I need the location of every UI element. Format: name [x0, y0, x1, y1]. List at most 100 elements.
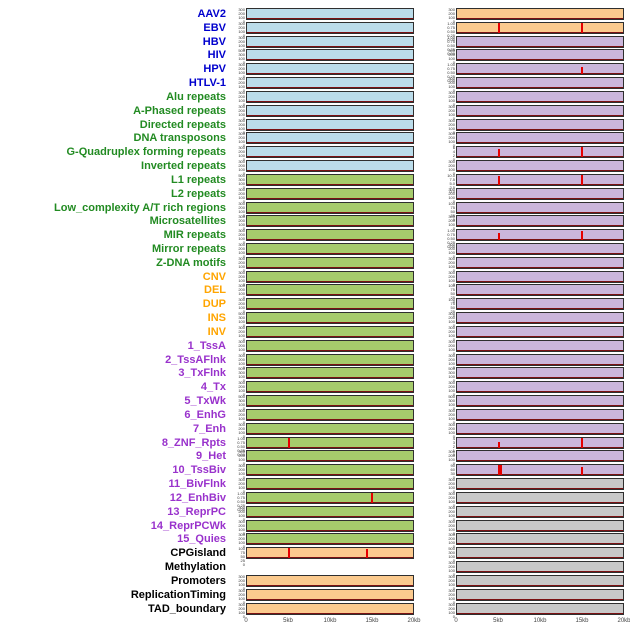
- y-tick-label: 1.00: [447, 62, 455, 68]
- y-tick-label: 25: [450, 309, 455, 315]
- y-tick-label: 0.50: [447, 70, 455, 76]
- y-tick-label: 0.75: [447, 66, 455, 72]
- track-label: Mirror repeats: [152, 242, 226, 255]
- y-tick-label: 0: [452, 143, 455, 149]
- track-panel-right: [456, 533, 624, 546]
- x-tick-label: 10kb: [323, 618, 337, 624]
- y-tick-label: 200: [238, 80, 245, 86]
- left-panel-group: 300 200 100 0: [230, 588, 414, 604]
- track-panel-right: [456, 602, 624, 615]
- y-tick-label: 200: [238, 218, 245, 224]
- track-label: HBV: [202, 35, 226, 48]
- y-tick-label: 3: [452, 439, 455, 445]
- y-tick-label: 0: [242, 32, 245, 38]
- right-panel-group: 300 200 100 0: [440, 450, 624, 466]
- y-tick-label: 100: [448, 402, 455, 408]
- y-tick-label: 0: [452, 406, 455, 412]
- y-tick-label: 0: [452, 378, 455, 384]
- y-tick-label: 0.50: [237, 498, 245, 504]
- track-label: 8_ZNF_Rpts: [161, 436, 226, 449]
- track-label: Inverted repeats: [141, 160, 226, 173]
- track-panel-right: [456, 77, 624, 90]
- y-tick-label: 300: [448, 587, 455, 593]
- track-label: Methylation: [164, 561, 226, 574]
- y-tick-label: 0.25: [237, 502, 245, 508]
- x-tick-label: 0: [454, 618, 458, 624]
- y-tick-label: 200: [238, 66, 245, 72]
- track-label: 10_TssBiv: [172, 464, 226, 477]
- track-panel-right: [456, 229, 624, 242]
- y-tick-label: 0: [242, 516, 245, 522]
- y-tick-label: 0.25: [237, 447, 245, 453]
- y-axis-ticks: 300 200 100 0: [230, 201, 246, 217]
- y-tick-label: 100: [238, 208, 245, 214]
- track-label: 14_ReprPCWk: [150, 519, 226, 532]
- y-tick-label: 200: [238, 135, 245, 141]
- y-tick-label: 200: [238, 232, 245, 238]
- y-tick-label: 200: [448, 508, 455, 514]
- y-tick-label: 0: [452, 216, 455, 222]
- y-tick-label: 0: [242, 129, 245, 135]
- y-tick-label: 0: [242, 419, 245, 425]
- track-row: 3_TxFlnk 500 300 100 0 500 300 100 0: [0, 367, 630, 384]
- y-tick-label: 300: [448, 159, 455, 165]
- y-axis-ticks: 300 200 100 0: [230, 464, 246, 480]
- track-row: HBV 300 200 100 0 1.00 0.75 0.50 0.25 0.00: [0, 35, 630, 55]
- y-axis-ticks: 300 200 100 0: [230, 242, 246, 258]
- track-panel-left: [246, 574, 414, 587]
- y-axis-ticks: 300 200 100 0: [230, 519, 246, 535]
- track-panel-left: [246, 519, 414, 532]
- left-panel-group: 300 200 100 0: [230, 118, 414, 135]
- track-panel-left: [246, 298, 414, 311]
- left-panel-group: 300 200 100 0: [230, 463, 414, 480]
- y-tick-label: 0.25: [447, 32, 455, 38]
- track-row: 11_BivFlnk 300 200 100 0 300 200 100 0: [0, 477, 630, 494]
- y-tick-label: 0.00: [447, 50, 455, 56]
- y-tick-label: 200: [448, 605, 455, 611]
- y-tick-label: 0: [452, 129, 455, 135]
- y-tick-label: 300: [238, 283, 245, 289]
- y-tick-label: 300: [238, 297, 245, 303]
- y-tick-label: 100: [238, 319, 245, 325]
- y-tick-label: 0: [452, 419, 455, 425]
- y-tick-label: 0: [452, 516, 455, 522]
- y-tick-label: 300: [238, 159, 245, 165]
- y-tick-label: 300: [238, 145, 245, 151]
- track-panel-left: [246, 77, 414, 90]
- y-axis-ticks: 300 200 100 0: [230, 422, 246, 438]
- right-panel-group: 10.0 7.5 5.0 2.5 0.0: [440, 173, 624, 193]
- track-row: HTLV-1 300 200 100 0 300 200 100 0: [0, 76, 630, 93]
- y-axis-ticks: 1.00 0.75 0.50 0.25 0.00: [440, 20, 456, 41]
- left-panel-group: 300 200 100 0: [230, 450, 414, 466]
- y-axis-ticks: 300 200 100 0: [440, 587, 456, 604]
- y-tick-label: 300: [238, 407, 245, 413]
- y-tick-label: 300: [238, 573, 245, 579]
- y-tick-label: 100: [448, 125, 455, 131]
- right-panel-group: 300 200 100 0: [440, 339, 624, 355]
- y-tick-label: 200: [238, 536, 245, 542]
- y-axis-ticks: 300 200 100 0: [440, 478, 456, 494]
- y-tick-label: 1.00: [447, 20, 455, 26]
- track-row: 5_TxWk 500 300 100 0 500 300 100 0: [0, 394, 630, 412]
- track-panel-left: [246, 395, 414, 408]
- y-tick-label: 100: [448, 111, 455, 117]
- right-panel-group: 500 300 100 0: [440, 394, 624, 412]
- track-row: ReplicationTiming 300 200 100 0 300 200 100 0: [0, 587, 630, 604]
- y-axis-ticks: 500 300 100 0: [230, 367, 246, 383]
- y-tick-label: 0: [242, 530, 245, 536]
- track-panel-right: [456, 160, 624, 173]
- track-label: Microsatellites: [149, 215, 226, 228]
- y-tick-label: 0.0: [449, 188, 455, 194]
- track-label: DUP: [202, 298, 226, 311]
- y-tick-label: 300: [448, 6, 455, 12]
- track-panel-left: [246, 242, 414, 255]
- y-tick-label: 300: [238, 601, 245, 607]
- y-axis-ticks: 300 200 100 0: [230, 381, 246, 397]
- y-tick-label: 100: [448, 200, 455, 206]
- y-tick-label: 500: [448, 394, 455, 400]
- x-tick-label: 10kb: [533, 618, 547, 624]
- y-tick-label: 500: [238, 48, 245, 54]
- track-rows-container: AAV2 300 200 100 0 300 200 100 0 EBV 300 200 100…: [0, 6, 630, 618]
- track-label: G-Quadruplex forming repeats: [66, 146, 226, 159]
- y-tick-label: 100: [448, 388, 455, 394]
